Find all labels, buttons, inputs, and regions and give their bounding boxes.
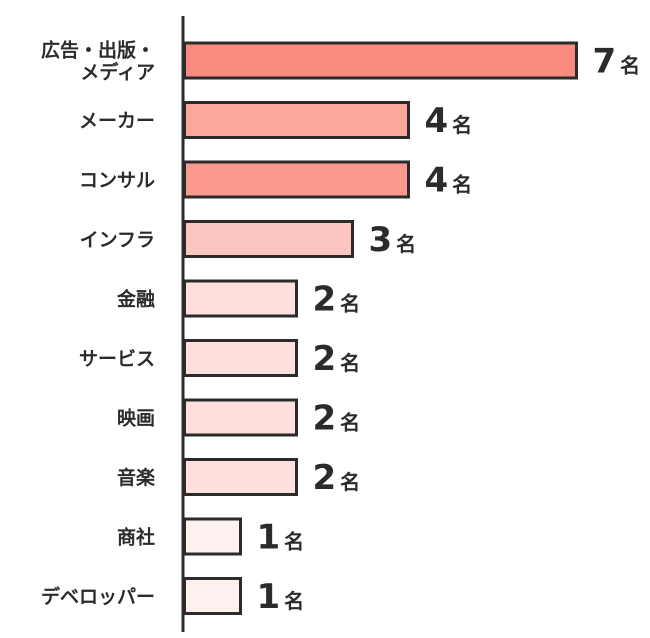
- category-label: デベロッパー: [41, 585, 155, 608]
- category-label: 金融: [116, 288, 155, 311]
- value-number: 2: [313, 280, 337, 320]
- value-number: 1: [257, 518, 281, 558]
- value-number: 7: [593, 42, 617, 82]
- category-label: 映画: [117, 408, 155, 430]
- bar: [183, 220, 354, 258]
- value-unit: 名: [452, 173, 472, 197]
- category-label: 商社: [117, 526, 155, 549]
- value-number: 3: [369, 220, 393, 260]
- value-unit: 名: [340, 292, 360, 316]
- category-label: 音楽: [117, 466, 156, 489]
- value-unit: 名: [284, 589, 304, 613]
- bar: [183, 577, 242, 615]
- value-number: 2: [313, 399, 337, 439]
- value-number: 4: [425, 101, 449, 141]
- value-unit: 名: [452, 113, 472, 137]
- category-label: メーカー: [79, 110, 155, 132]
- bar: [183, 279, 298, 318]
- bar: [183, 398, 298, 437]
- bar: [183, 160, 410, 199]
- bar: [183, 339, 298, 377]
- category-label: 広告・出版・: [41, 39, 155, 62]
- value-number: 2: [313, 339, 337, 379]
- bar: [183, 101, 410, 139]
- bar: [183, 458, 298, 496]
- bars-layer: [183, 41, 578, 615]
- value-unit: 名: [340, 411, 360, 435]
- category-label: インフラ: [80, 229, 155, 251]
- category-label: サービス: [79, 348, 155, 370]
- value-unit: 名: [340, 351, 360, 375]
- category-label: メディア: [80, 61, 155, 84]
- bar: [183, 517, 242, 556]
- bar: [183, 41, 578, 80]
- value-number: 1: [257, 577, 281, 617]
- value-number: 4: [425, 161, 449, 201]
- value-number: 2: [313, 458, 337, 498]
- value-labels: 7 名4 名4 名3 名2 名2 名2 名2 名1 名1 名: [257, 42, 641, 618]
- value-unit: 名: [284, 530, 304, 554]
- value-unit: 名: [396, 232, 416, 256]
- value-unit: 名: [340, 470, 360, 494]
- category-label: コンサル: [79, 170, 155, 192]
- value-unit: 名: [620, 54, 640, 78]
